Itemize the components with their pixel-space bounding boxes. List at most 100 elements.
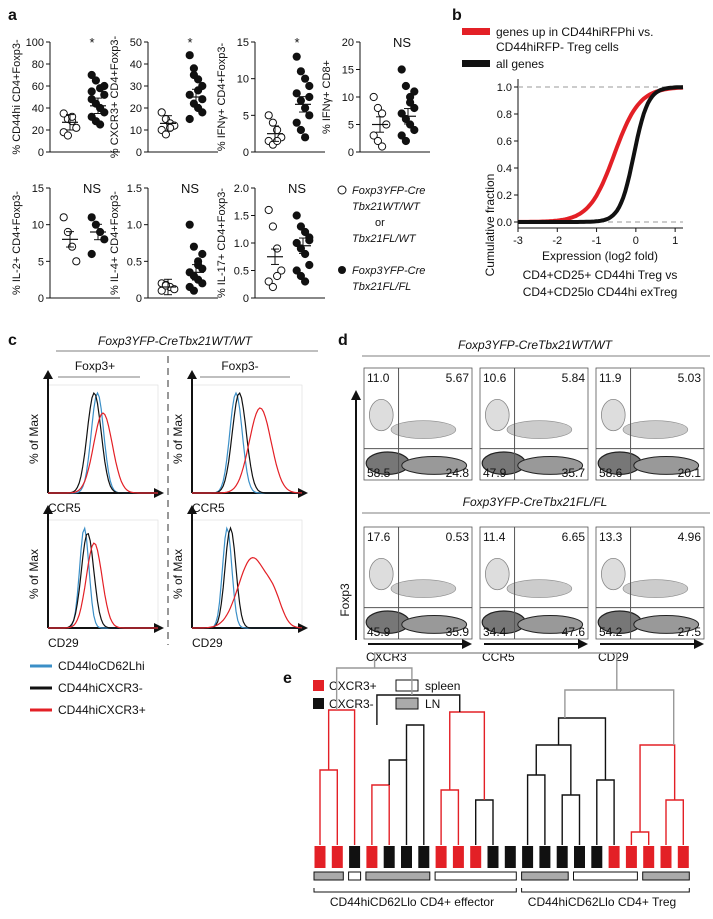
x-tick-label: -2 — [552, 235, 562, 247]
x-axis-label: CCR5 — [482, 650, 515, 664]
x-axis-label: CCR5 — [192, 501, 225, 515]
data-point — [373, 136, 382, 146]
dendrogram — [313, 652, 690, 893]
density-blob — [390, 420, 457, 439]
density-blob — [368, 398, 394, 432]
legend-wt-line1: Foxp3YFP-Cre — [352, 185, 425, 197]
histogram-curve — [48, 542, 158, 629]
x-tick-label: -3 — [513, 235, 523, 247]
density-blob — [601, 398, 626, 432]
y-tick-label: 5 — [38, 256, 44, 268]
y-axis-label: % IFNγ+ CD4+Foxp3- — [216, 43, 228, 152]
panel-letter-c: c — [8, 332, 17, 349]
density-blob — [401, 455, 468, 475]
arrow-head — [187, 370, 197, 379]
dendrogram-link — [596, 779, 615, 845]
dot-plot-1: 0 20 40 60 80 100% CD44hi CD4+Foxp3- * — [11, 35, 120, 159]
legend-filled-circle — [338, 266, 346, 274]
cdf-curve-all-genes — [518, 85, 684, 224]
y-axis-label: % IL-2+ CD4+Foxp3- — [11, 191, 23, 295]
legend-or: or — [375, 217, 385, 229]
cdf-ylabel: Cumulative fraction — [483, 174, 497, 277]
leaf-box — [314, 846, 326, 868]
legend-wt-line3: Tbx21FL/WT — [352, 233, 417, 245]
leaf-box — [574, 846, 585, 868]
dendrogram-link — [630, 831, 650, 845]
histogram-curve — [192, 526, 302, 629]
data-point — [87, 70, 96, 80]
arrow-head — [43, 505, 53, 514]
dendrogram-link — [557, 717, 607, 780]
data-point — [264, 277, 273, 286]
y-tick-label: 0 — [136, 293, 142, 305]
data-point — [410, 103, 419, 113]
significance-label: * — [89, 35, 94, 50]
data-point — [268, 222, 277, 231]
quadrant-ur: 5.03 — [678, 371, 702, 385]
data-point — [292, 266, 301, 275]
quadrant-ul: 11.4 — [483, 530, 506, 544]
y-axis-label: % of Max — [171, 414, 185, 464]
legend-cxcr3pos: CXCR3+ — [329, 679, 377, 693]
data-point — [369, 92, 378, 102]
data-point — [305, 111, 314, 120]
data-point — [100, 81, 109, 91]
quadrant-ll: 58.6 — [599, 466, 623, 480]
dendrogram-link — [440, 789, 460, 845]
cdf-plot: 0.0 0.2 0.4 0.6 0.8 1.0 -3 -2 -1 0 1 — [497, 79, 684, 247]
data-point — [91, 76, 101, 85]
histogram-1: % of Max CCR5 — [27, 370, 164, 515]
quadrant-ul: 11.0 — [367, 371, 390, 385]
arrow-head — [43, 370, 53, 379]
dendrogram-link — [371, 784, 390, 845]
dendrogram-link — [319, 769, 338, 845]
leaf-box — [349, 846, 361, 868]
panel-d-yaxis: Foxp3 — [338, 583, 352, 617]
histogram-curve — [48, 391, 158, 494]
data-point — [397, 65, 406, 74]
tissue-bar — [365, 871, 431, 881]
density-blob — [517, 614, 584, 634]
legend-ln: LN — [425, 697, 440, 711]
y-tick-label: 20 — [32, 125, 44, 137]
y-tick-label: 0 — [136, 147, 142, 159]
data-point — [401, 136, 410, 146]
quadrant-ll: 47.9 — [483, 466, 507, 480]
data-point — [410, 87, 419, 96]
y-tick-label: 0.0 — [497, 217, 512, 229]
leaf-box — [401, 846, 412, 868]
dendrogram-link — [449, 711, 486, 800]
data-point — [273, 271, 282, 281]
panel-e: CXCR3+ CXCR3- spleen LN CD44hiCD62Llo CD… — [313, 652, 690, 909]
legend-swatch-red — [462, 28, 490, 35]
y-tick-label: 1.0 — [234, 238, 249, 250]
data-point — [264, 111, 273, 120]
y-axis-label: % IL-4+ CD4+Foxp3- — [109, 191, 121, 295]
dendrogram-link — [388, 759, 408, 845]
arrow-head — [187, 505, 197, 514]
legend-cd44lo: CD44loCD62Lhi — [58, 659, 145, 673]
y-tick-label: 2.0 — [234, 183, 249, 195]
y-tick-label: 15 — [237, 37, 249, 49]
quadrant-ll: 54.2 — [599, 625, 623, 639]
y-axis-label: % of Max — [27, 414, 41, 464]
quadrant-lr: 27.5 — [678, 625, 702, 639]
histogram-curve — [192, 526, 302, 629]
legend-cxcr3neg: CXCR3- — [329, 697, 374, 711]
y-tick-label: 10 — [32, 220, 44, 232]
y-tick-label: 0.5 — [234, 266, 249, 278]
data-point — [373, 103, 382, 113]
density-blob — [506, 579, 573, 598]
data-point — [397, 131, 406, 140]
dot-plot-6: 0 0.5 1.0 1.5 % IL-4+ CD4+Foxp3- NS — [109, 181, 218, 305]
dot-plot-5: 0 5 10 15 % IL-2+ CD4+Foxp3- NS — [11, 181, 120, 305]
y-tick-label: 100 — [26, 37, 44, 49]
histogram-frame — [191, 519, 303, 629]
leaf-box — [522, 846, 534, 868]
leaf-box — [660, 846, 672, 868]
tissue-bar — [573, 871, 638, 881]
panel-b: genes up in CD44hiRFPhi vs. CD44hiRFP- T… — [462, 25, 684, 299]
quadrant-ll: 58.5 — [367, 466, 391, 480]
